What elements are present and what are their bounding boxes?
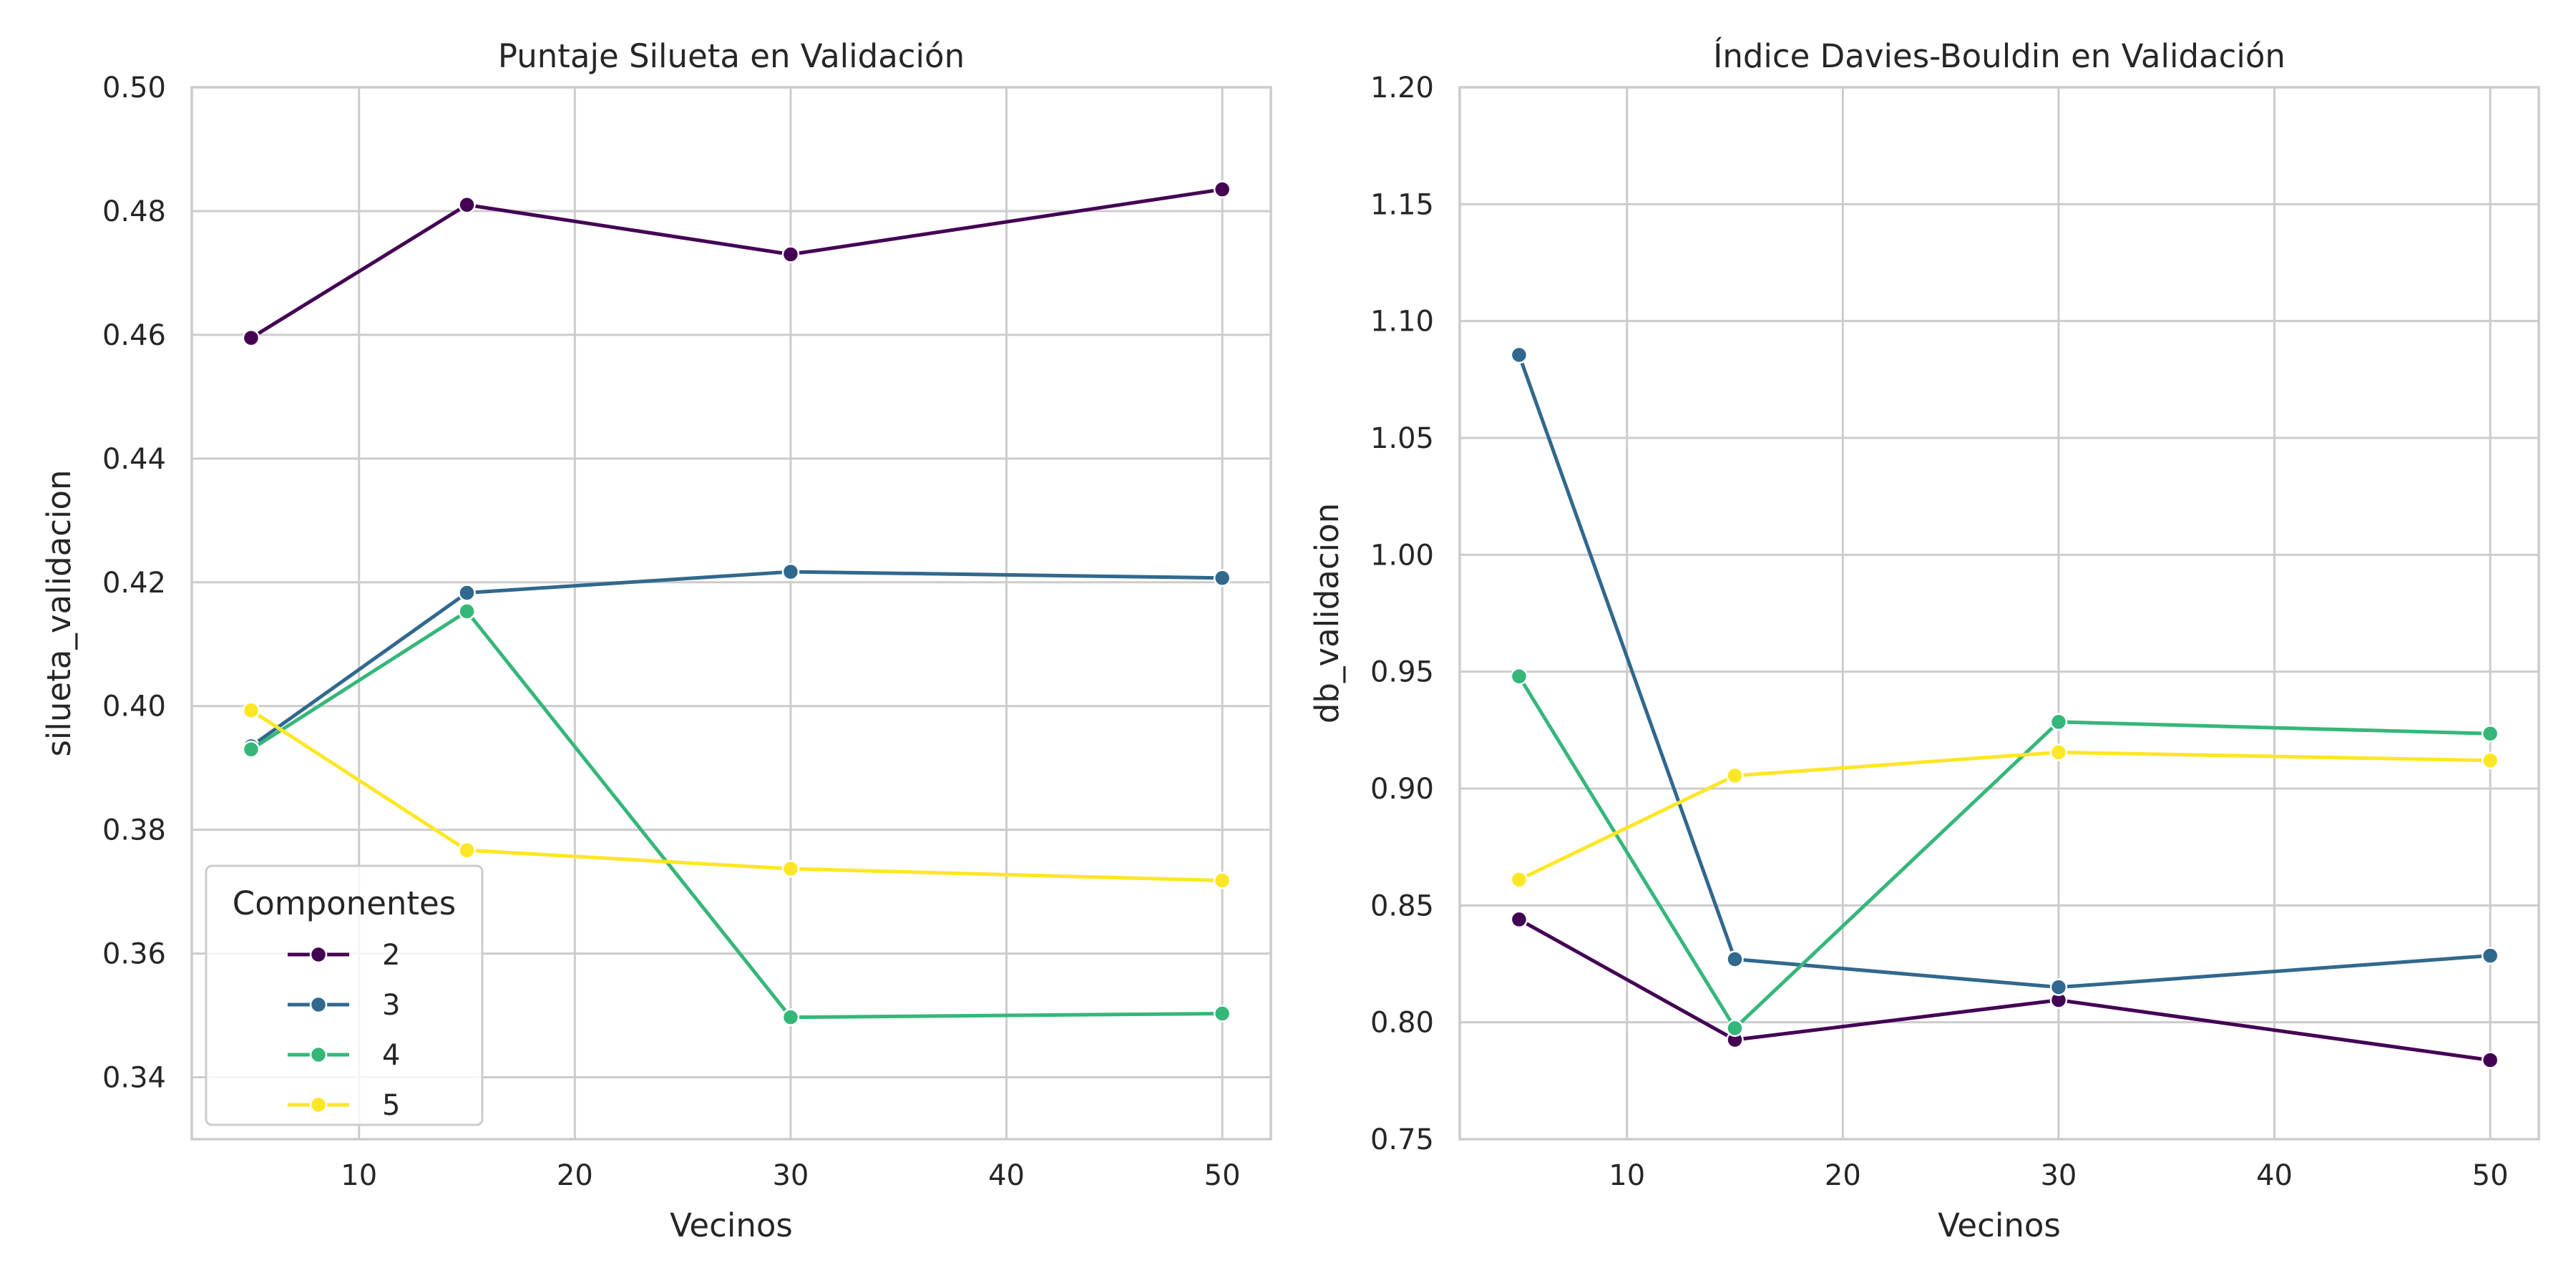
data-point (458, 841, 476, 859)
silhouette-chart-panel: 10 20 30 40 50 0.34 0.36 0.38 0.40 0.42 0.44 0.46 0.… (40, 37, 1272, 1244)
x-tick-label: 50 (1204, 1159, 1241, 1192)
data-point (2049, 713, 2068, 731)
data-point (2481, 751, 2499, 770)
legend-label: 4 (382, 1039, 400, 1072)
series-3 (1510, 346, 2499, 996)
data-point (242, 701, 260, 720)
y-tick-label: 0.44 (102, 443, 166, 476)
x-tick-label: 10 (1609, 1159, 1645, 1192)
series-line-5 (249, 708, 1224, 883)
legend-title: Componentes (233, 884, 456, 922)
series-2 (1510, 910, 2499, 1069)
legend-label: 3 (382, 989, 400, 1022)
x-tick-label: 10 (341, 1159, 377, 1192)
x-tick-label: 20 (557, 1159, 593, 1192)
legend-marker (309, 945, 328, 964)
data-point (781, 1008, 800, 1026)
y-tick-label: 1.05 (1370, 422, 1434, 455)
legend-item-4: 4 (288, 1039, 400, 1072)
data-point (2481, 724, 2499, 743)
plot-frame (190, 86, 1272, 1141)
legend-marker (309, 1045, 328, 1064)
data-point (2049, 743, 2068, 761)
data-point (781, 245, 800, 263)
y-tick-label: 0.75 (1370, 1123, 1434, 1156)
data-point (2481, 947, 2499, 965)
y-tick-label: 1.10 (1370, 306, 1434, 338)
y-tick-label: 0.90 (1370, 773, 1434, 806)
y-axis-label: silueta_validacion (40, 469, 78, 756)
data-point (458, 196, 476, 214)
legend-label: 5 (382, 1089, 400, 1122)
y-tick-label: 0.38 (102, 814, 166, 847)
data-point (2481, 1051, 2499, 1069)
series-4 (242, 602, 1231, 1026)
y-tick-label: 0.80 (1370, 1007, 1434, 1040)
data-point (2049, 978, 2068, 996)
y-tick-label: 0.48 (102, 195, 166, 228)
data-point (458, 602, 476, 620)
legend-item-2: 2 (288, 939, 400, 972)
data-point (1510, 871, 1528, 889)
series-line-3 (249, 570, 1224, 748)
y-tick-label: 0.40 (102, 691, 166, 723)
series-line-4 (249, 609, 1224, 1020)
series-line-3 (1517, 353, 2492, 990)
data-point (1726, 950, 1744, 968)
x-tick-label: 40 (2256, 1159, 2293, 1192)
x-tick-label: 30 (2040, 1159, 2077, 1192)
y-tick-label: 0.50 (102, 72, 166, 104)
data-point (1510, 346, 1528, 364)
legend-item-3: 3 (288, 989, 400, 1022)
series-line-2 (1517, 917, 2492, 1063)
x-tick-label: 50 (2472, 1159, 2509, 1192)
legend-item-5: 5 (288, 1089, 400, 1122)
legend-box (205, 864, 484, 1126)
y-tick-label: 0.95 (1370, 656, 1434, 689)
y-tick-label: 0.85 (1370, 889, 1434, 922)
y-tick-label: 1.15 (1370, 188, 1434, 221)
x-axis-label: Vecinos (1938, 1206, 2061, 1244)
y-tick-label: 0.46 (102, 319, 166, 352)
data-point (1213, 180, 1231, 198)
data-point (1213, 1005, 1231, 1023)
data-point (458, 584, 476, 602)
legend-marker (309, 1096, 328, 1114)
series-2 (242, 180, 1231, 347)
y-tick-label: 0.36 (102, 938, 166, 971)
data-point (242, 328, 260, 347)
y-tick-label: 1.20 (1370, 72, 1434, 104)
legend: Componentes 2 3 4 5 (205, 864, 484, 1126)
y-axis-label: db_validacion (1308, 503, 1346, 723)
x-tick-label: 20 (1825, 1159, 1861, 1192)
data-point (1726, 1019, 1744, 1038)
y-tick-label: 0.42 (102, 567, 166, 600)
y-tick-label: 1.00 (1370, 539, 1434, 572)
data-point (242, 740, 260, 758)
x-tick-label: 40 (988, 1159, 1025, 1192)
data-point (1726, 766, 1744, 785)
legend-marker (309, 995, 328, 1014)
series-line-4 (1517, 674, 2492, 1030)
data-point (1213, 569, 1231, 587)
series-5 (242, 701, 1231, 889)
legend-label: 2 (382, 939, 400, 972)
data-point (1510, 667, 1528, 686)
series-4 (1510, 667, 2499, 1038)
plot-frame (1458, 86, 2540, 1141)
x-axis-label: Vecinos (670, 1206, 793, 1244)
series-5 (1510, 743, 2499, 889)
series-line-5 (1517, 750, 2492, 882)
series-line-2 (249, 187, 1224, 340)
data-point (1213, 872, 1231, 889)
chart-title: Puntaje Silueta en Validación (498, 37, 965, 75)
davies-bouldin-chart-panel: 10 20 30 40 50 0.75 0.80 0.85 0.90 0.95 1.00 1.05 1.… (1308, 37, 2540, 1244)
data-point (1510, 910, 1528, 929)
y-tick-label: 0.34 (102, 1062, 166, 1095)
data-point (781, 859, 800, 878)
data-point (781, 562, 800, 581)
x-tick-label: 30 (772, 1159, 809, 1192)
chart-title: Índice Davies-Bouldin en Validación (1713, 37, 2285, 75)
